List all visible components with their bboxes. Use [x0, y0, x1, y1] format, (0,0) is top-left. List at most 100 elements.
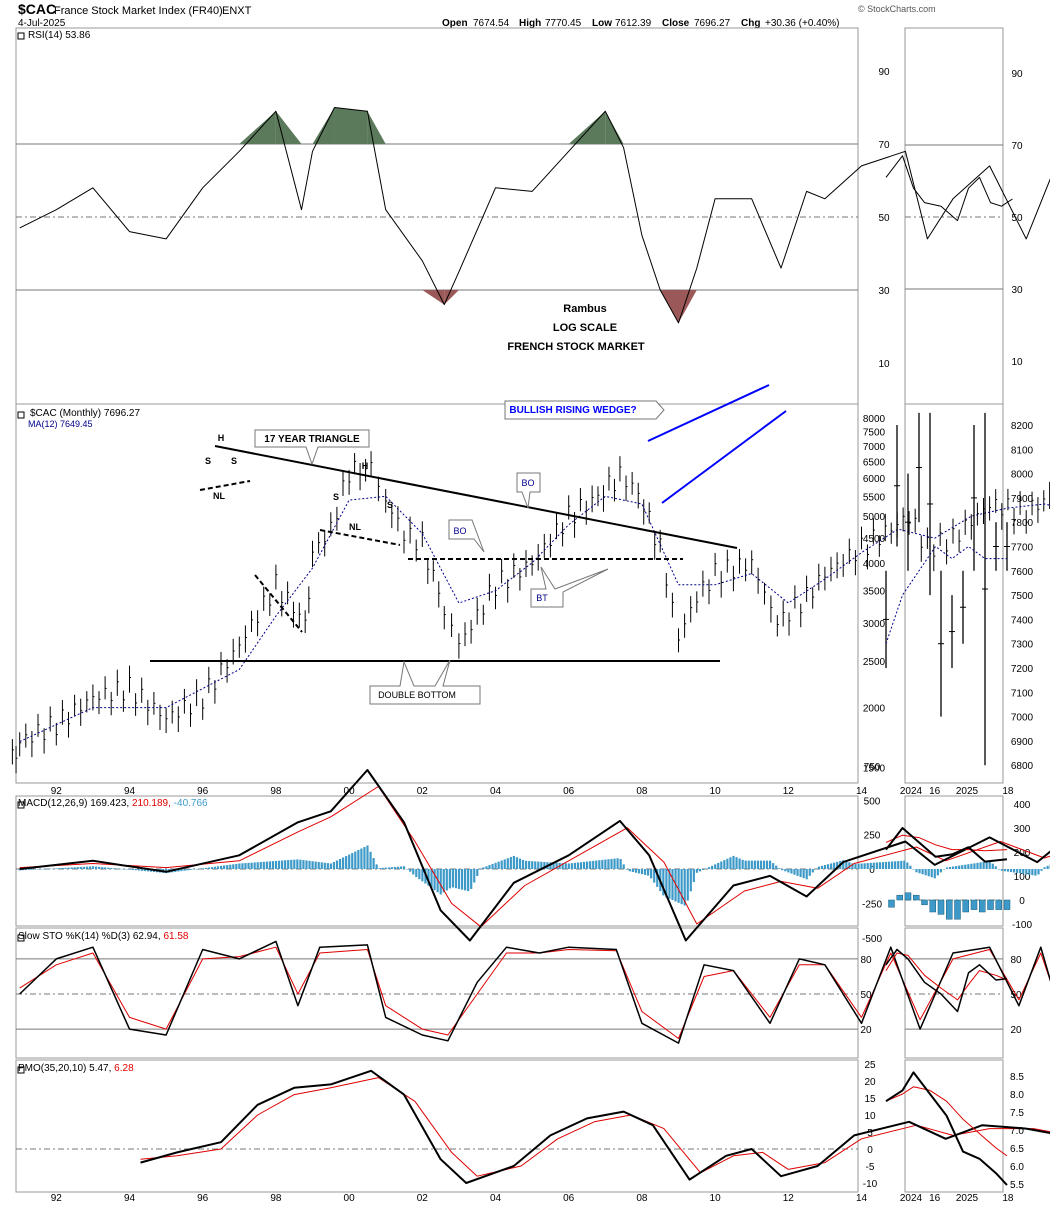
price-right-tick: 7700	[1011, 543, 1034, 554]
macd-hist-bar	[369, 851, 372, 869]
macd-right-hist-bar	[987, 899, 994, 910]
price-tick: 5000	[863, 512, 886, 523]
macd-hist-bar	[390, 867, 393, 869]
macd-hist-bar	[613, 858, 616, 869]
macd-hist-bar	[701, 869, 705, 870]
rsi-right-tick: 90	[1011, 69, 1023, 80]
macd-hist-bar	[619, 859, 622, 869]
macd-right-tick: 400	[1014, 800, 1031, 811]
header-date: 4-Jul-2025	[18, 18, 66, 29]
macd-tick: 750	[864, 762, 881, 773]
price-tick: 1500	[863, 764, 886, 775]
wedge-lower-line	[661, 410, 787, 504]
price-tick: 2500	[863, 657, 886, 668]
macd-hist-bar	[1013, 869, 1016, 873]
macd-hist-bar	[338, 859, 342, 869]
macd-hist-bar	[494, 862, 497, 869]
macd-hist-bar	[403, 866, 406, 869]
chg-value: +30.36 (+0.40%)	[765, 18, 840, 29]
macd-right-hist-bar	[913, 894, 920, 901]
pmo-tick: 15	[864, 1094, 876, 1105]
x-tick: 14	[856, 1193, 868, 1204]
macd-hist-bar	[595, 860, 598, 869]
pmo-tick: 25	[864, 1060, 876, 1071]
macd-hist-bar	[1025, 869, 1028, 875]
macd-hist-bar	[732, 855, 735, 869]
right-x-tick: 2024	[900, 1193, 923, 1204]
sto-k-line	[19, 940, 1050, 1044]
macd-hist-bar	[1031, 869, 1034, 876]
macd-hist-bar	[711, 865, 714, 869]
price-tick: 4000	[863, 559, 886, 570]
macd-hist-bar	[509, 857, 512, 869]
macd-hist-bar	[576, 862, 580, 869]
macd-line	[19, 769, 1050, 942]
macd-hist-bar	[948, 866, 952, 869]
macd-hist-bar	[955, 866, 958, 869]
macd-hist-bar	[430, 869, 433, 888]
x-tick: 92	[51, 1193, 63, 1204]
macd-hist-bar	[735, 857, 738, 869]
macd-hist-bar	[253, 862, 256, 869]
macd-hist-bar	[399, 866, 403, 869]
macd-hist-bar	[451, 869, 454, 888]
macd-hist-bar	[567, 863, 570, 869]
macd-hist-bar	[857, 863, 860, 869]
macd-hist-bar	[406, 869, 409, 870]
macd-hist-bar	[94, 866, 98, 869]
macd-hist-bar	[817, 866, 820, 869]
macd-hist-bar	[964, 864, 967, 869]
rsi-right-tick: 30	[1011, 285, 1023, 296]
macd-hist-bar	[875, 862, 878, 869]
macd-hist-bar	[647, 869, 650, 876]
macd-right-hist-bar	[970, 899, 978, 910]
macd-right-tick: 100	[1014, 872, 1031, 883]
macd-hist-bar	[750, 860, 753, 869]
macd-hist-bar	[204, 867, 207, 869]
macd-hist-bar	[540, 861, 543, 869]
macd-hist-bar	[610, 858, 613, 869]
macd-hist-bar	[680, 869, 683, 905]
macd-hist-bar	[24, 869, 27, 871]
x-tick: 18	[1002, 1193, 1014, 1204]
macd-hist-bar	[787, 869, 790, 873]
macd-hist-bar	[409, 869, 412, 872]
macd-hist-bar	[1034, 869, 1037, 876]
macd-hist-bar	[378, 868, 381, 869]
macd-hist-bar	[775, 865, 778, 869]
macd-hist-bar	[537, 861, 540, 869]
macd-hist-bar	[796, 869, 799, 876]
pmo-tick: -5	[866, 1162, 875, 1173]
annotation-rambus: Rambus	[563, 303, 606, 315]
macd-hist-bar	[198, 868, 201, 870]
price-right-frame	[904, 403, 1004, 784]
rsi-overbought-fill	[334, 107, 368, 144]
macd-hist-bar	[296, 859, 299, 869]
macd-hist-bar	[808, 869, 811, 876]
macd-hist-bar	[287, 860, 290, 869]
macd-hist-bar	[927, 869, 930, 877]
svg-text:DOUBLE BOTTOM: DOUBLE BOTTOM	[378, 690, 456, 700]
macd-hist-bar	[720, 861, 723, 869]
macd-hist-bar	[448, 869, 451, 889]
macd-hist-bar	[674, 869, 677, 902]
macd-hist-bar	[479, 869, 482, 870]
panel-marker-icon	[17, 32, 25, 40]
macd-hist-bar	[903, 860, 906, 869]
sto-right-tick: 80	[1010, 955, 1022, 966]
macd-hist-bar	[357, 850, 360, 869]
macd-hist-bar	[952, 866, 955, 869]
macd-hist-bar	[464, 869, 467, 891]
macd-hist-bar	[598, 860, 601, 869]
macd-hist-bar	[961, 865, 964, 869]
pmo-tick: 10	[864, 1111, 876, 1122]
x-tick: 10	[710, 1193, 722, 1204]
macd-hist-bar	[781, 869, 784, 871]
svg-text:17 YEAR TRIANGLE: 17 YEAR TRIANGLE	[264, 434, 360, 445]
macd-hist-bar	[973, 863, 976, 869]
macd-hist-bar	[653, 869, 656, 883]
macd-hist-bar	[845, 861, 848, 869]
macd-hist-bar	[311, 861, 314, 869]
macd-hist-bar	[534, 861, 537, 869]
